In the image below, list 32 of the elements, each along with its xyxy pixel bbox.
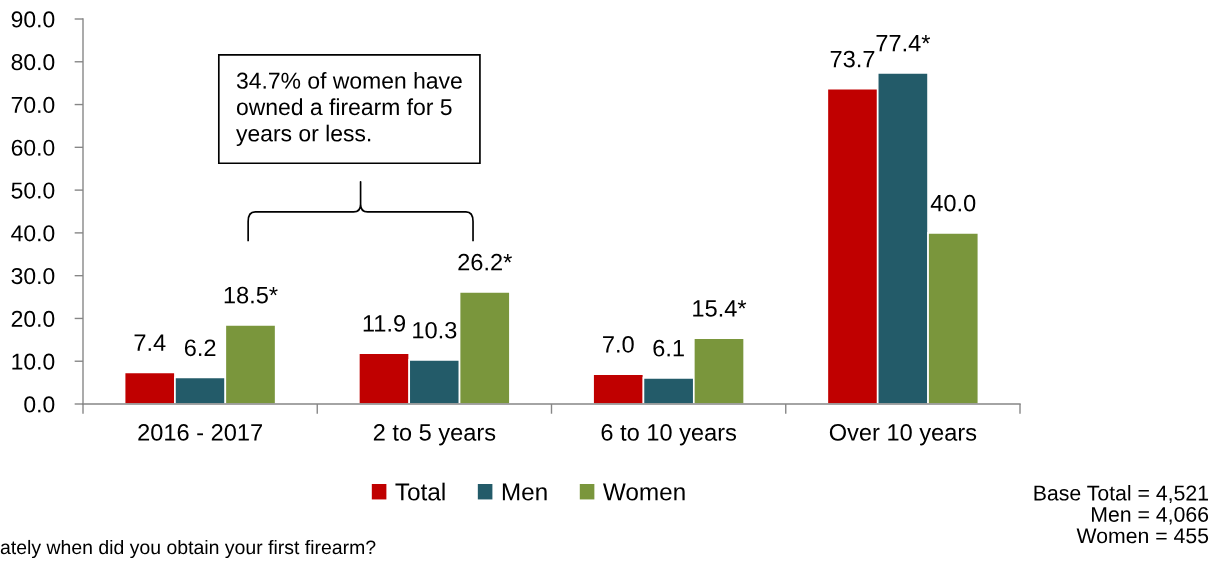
x-tick-label: 2016 - 2017 [138, 424, 262, 441]
data-label: 6.2 [184, 339, 216, 357]
data-label: 10.3 [413, 321, 457, 339]
x-tick-label: Over 10 years [829, 424, 977, 446]
text: ately when did you obtain your first firearm? [0, 539, 376, 559]
y-tick-label: 80.0 [11, 54, 55, 71]
data-label: 18.5* [224, 286, 278, 304]
y-tick-label: 10.0 [12, 353, 55, 370]
y-tick-label: 0.0 [24, 396, 55, 413]
x-tick-label: 2 to 5 years [373, 424, 496, 446]
y-tick-label: 40.0 [11, 225, 55, 242]
y-tick-label: 60.0 [11, 139, 55, 156]
y-tick-label: 50.0 [11, 182, 55, 199]
data-label: 73.7 [830, 50, 875, 68]
annotation: 34.7% of women have owned a firearm for 5 years or less. [236, 72, 462, 147]
data-label: 40.0 [930, 194, 976, 212]
data-label: 26.2* [458, 253, 512, 271]
legend-label: Total [395, 482, 445, 501]
data-label: 15.4* [693, 300, 747, 317]
legend-label: Women [602, 483, 685, 501]
y-tick-label: 90.0 [11, 11, 55, 28]
data-label: 7.4 [134, 334, 166, 351]
legend-label: Men [502, 483, 547, 501]
data-label: 6.1 [653, 339, 684, 357]
data-label: 11.9 [363, 315, 405, 332]
y-tick-label: 20.0 [11, 310, 55, 327]
text: Base Total = 4,521 Men = 4,066 Women = 455 [1034, 485, 1209, 544]
y-tick-label: 70.0 [11, 96, 55, 114]
x-tick-label: 6 to 10 years [601, 424, 737, 446]
y-tick-label: 30.0 [11, 267, 55, 285]
data-label: 7.0 [603, 336, 634, 353]
data-label: 77.4* [876, 35, 931, 52]
